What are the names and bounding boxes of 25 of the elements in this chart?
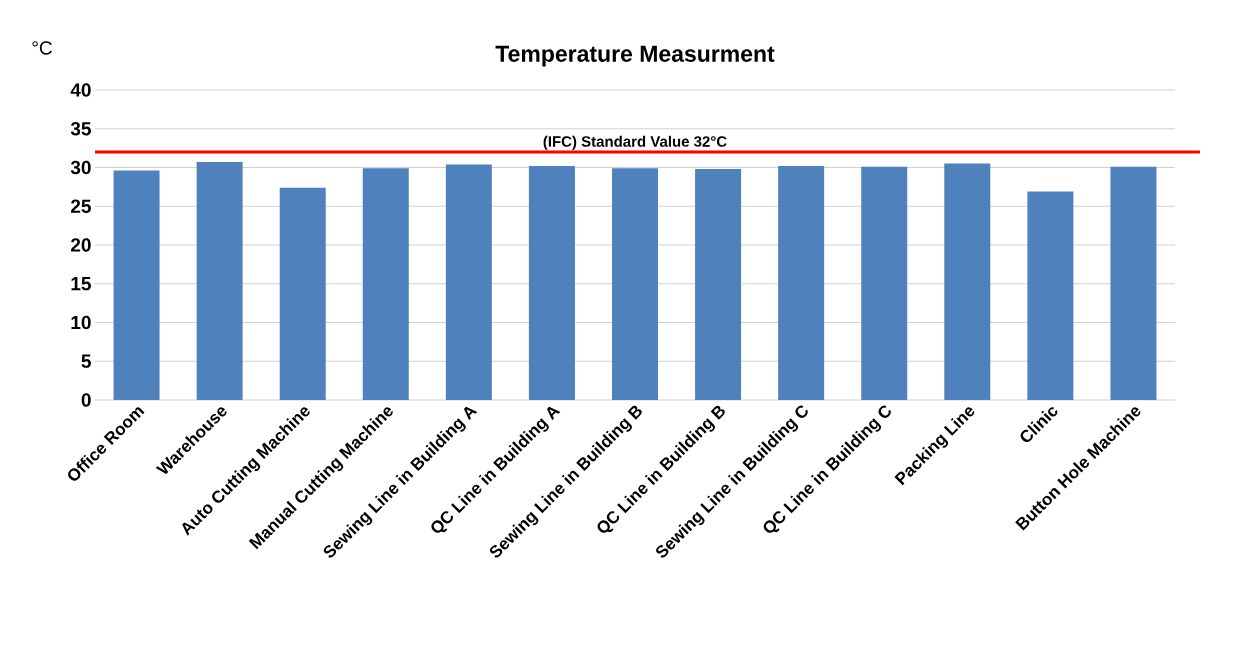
y-tick-label: 20 — [71, 238, 91, 252]
y-tick-label: 25 — [71, 199, 91, 213]
bar — [196, 162, 243, 400]
chart-title: Temperature Measurment — [495, 45, 775, 67]
y-tick-label: 30 — [70, 160, 91, 175]
y-axis-title: °C — [32, 41, 52, 55]
bar — [528, 165, 575, 400]
bar — [1110, 166, 1157, 400]
y-tick-label: 15 — [71, 277, 91, 291]
y-tick-label: 0 — [81, 393, 91, 407]
y-tick-label: 40 — [70, 83, 91, 97]
bar — [861, 166, 908, 400]
y-tick-label: 35 — [70, 122, 91, 136]
bar — [113, 170, 160, 400]
bar — [362, 168, 409, 400]
bar — [1027, 191, 1074, 400]
y-tick-label: 5 — [81, 354, 91, 368]
bar — [778, 165, 825, 400]
bar — [695, 169, 742, 400]
ref-line-label: (IFC) Standard Value 32°C — [543, 135, 727, 150]
bar — [944, 163, 991, 400]
bar — [612, 168, 658, 400]
bar — [445, 164, 492, 400]
bar — [279, 187, 326, 400]
y-tick-label: 10 — [71, 315, 91, 330]
